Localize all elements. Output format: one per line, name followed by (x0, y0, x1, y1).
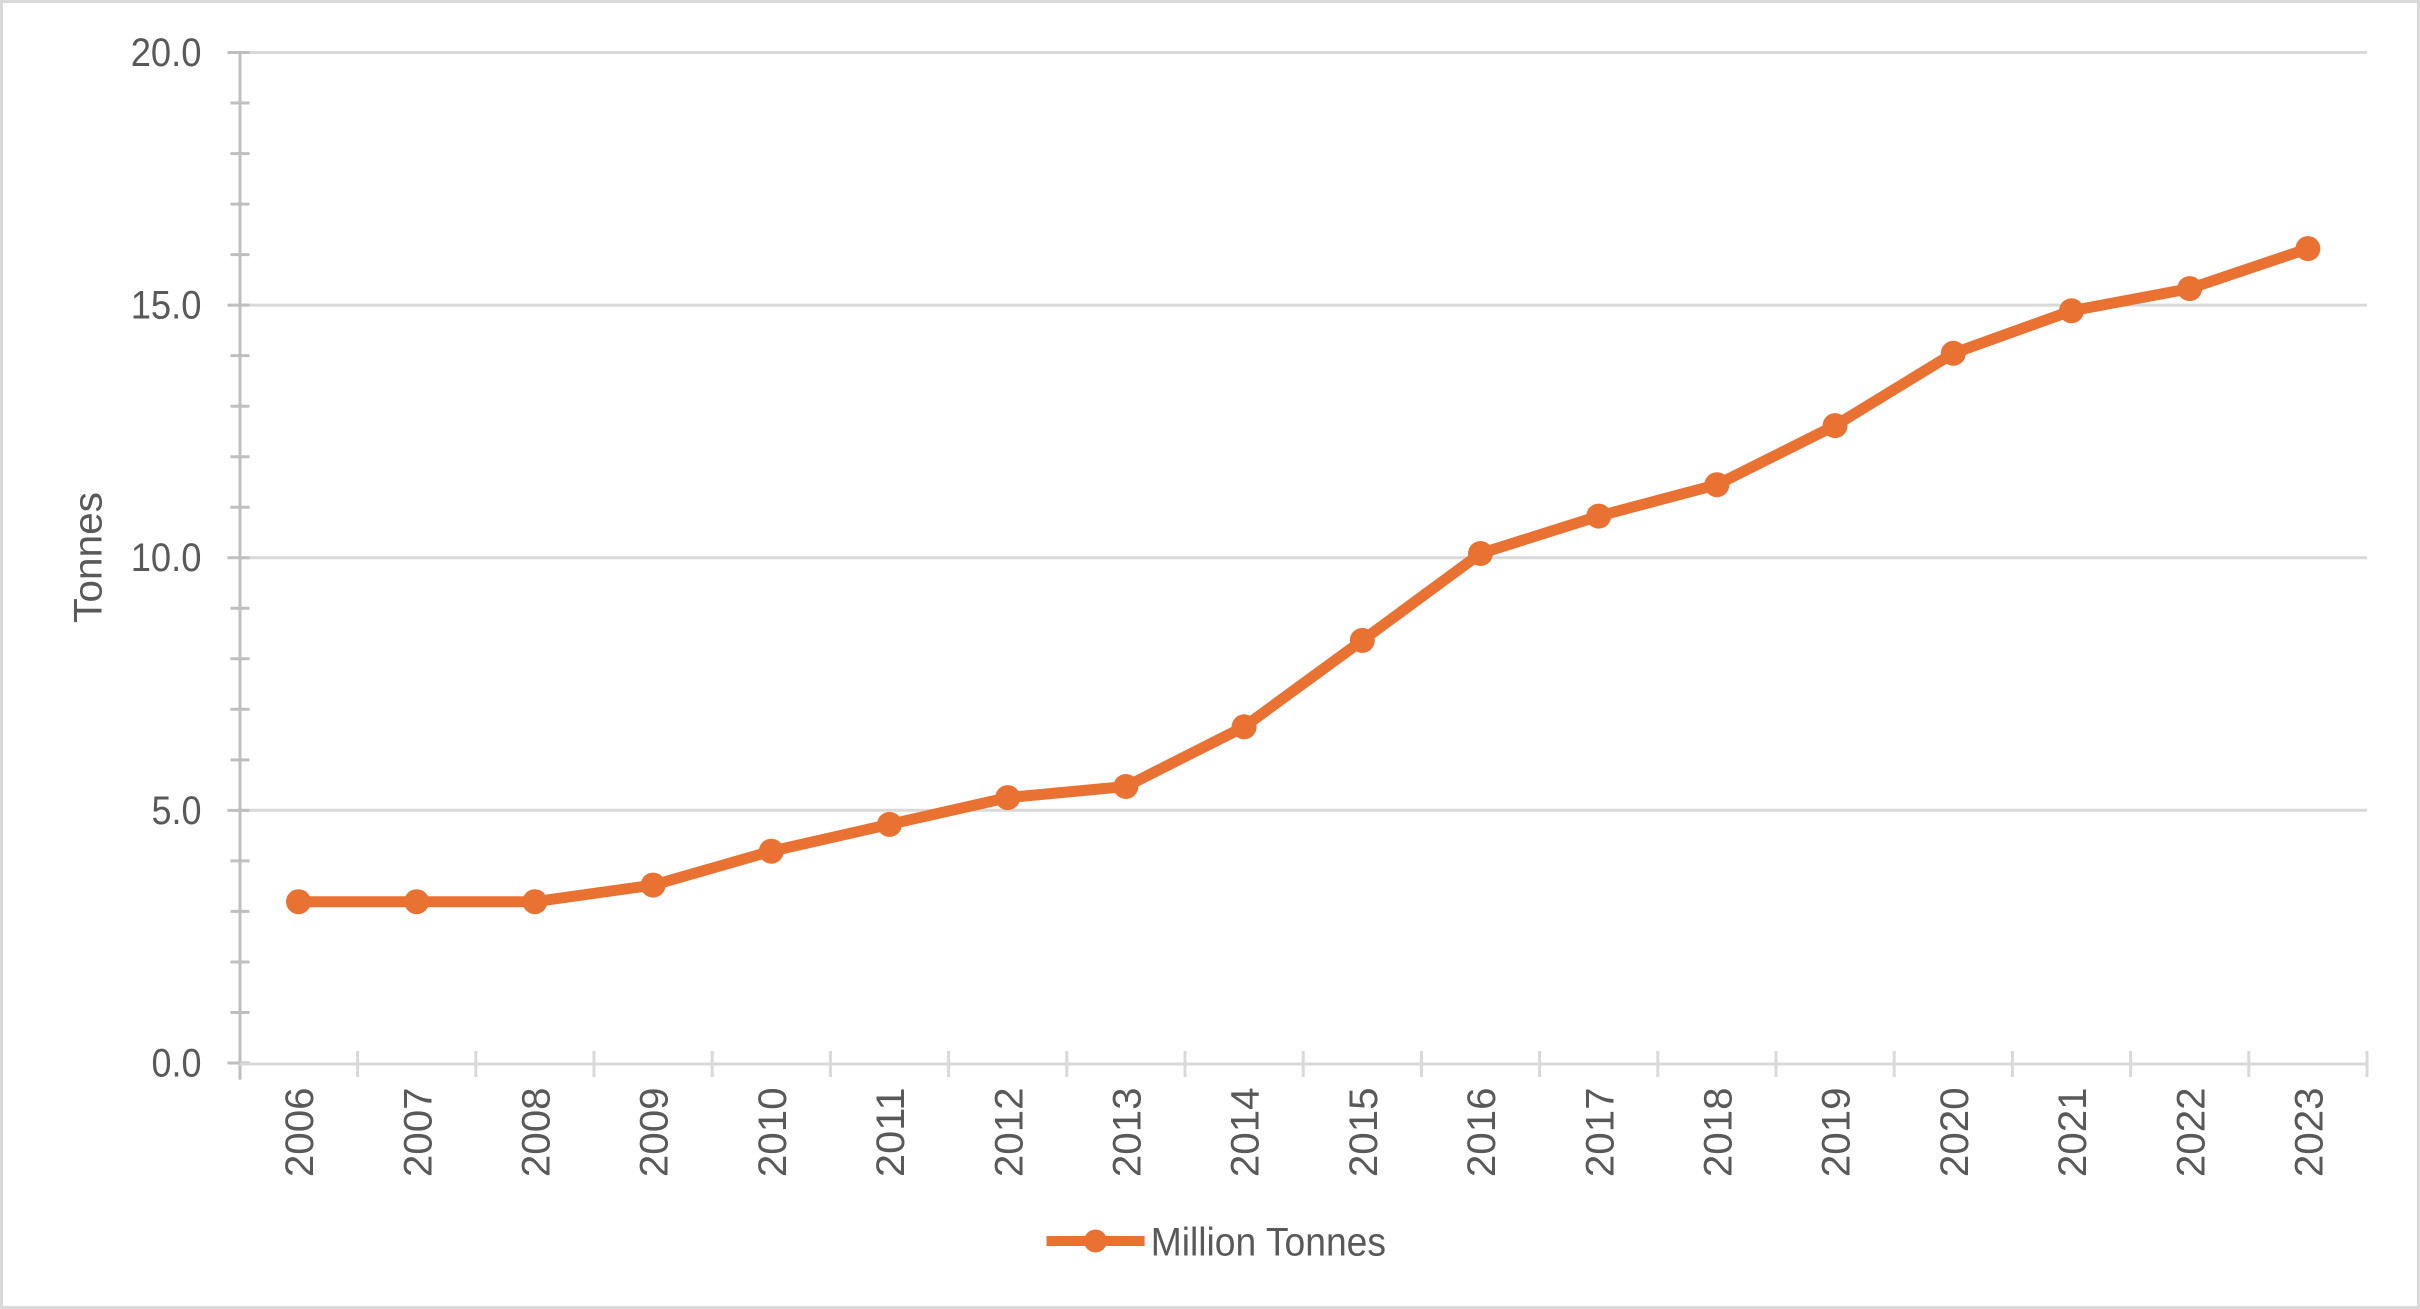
svg-text:2014: 2014 (1224, 1088, 1268, 1178)
svg-text:2015: 2015 (1342, 1088, 1386, 1178)
svg-text:2023: 2023 (2288, 1088, 2332, 1178)
svg-text:Tonnes: Tonnes (67, 492, 111, 623)
svg-text:5.0: 5.0 (152, 789, 202, 833)
svg-text:2017: 2017 (1578, 1088, 1622, 1178)
svg-text:2011: 2011 (869, 1088, 913, 1178)
svg-text:10.0: 10.0 (131, 536, 202, 580)
svg-text:2007: 2007 (396, 1088, 440, 1178)
svg-text:2019: 2019 (1815, 1088, 1859, 1178)
svg-text:2020: 2020 (1933, 1088, 1977, 1178)
svg-text:2009: 2009 (633, 1088, 677, 1178)
svg-text:0.0: 0.0 (152, 1042, 202, 1086)
svg-text:2010: 2010 (751, 1088, 795, 1178)
svg-text:2006: 2006 (278, 1088, 322, 1178)
svg-text:2018: 2018 (1697, 1088, 1741, 1178)
svg-text:2016: 2016 (1460, 1088, 1504, 1178)
svg-text:2012: 2012 (987, 1088, 1031, 1178)
svg-text:2022: 2022 (2169, 1088, 2213, 1178)
svg-text:15.0: 15.0 (131, 284, 202, 328)
svg-text:2008: 2008 (515, 1088, 559, 1178)
svg-text:2013: 2013 (1106, 1088, 1150, 1178)
svg-text:20.0: 20.0 (131, 31, 202, 75)
svg-text:2021: 2021 (2051, 1088, 2095, 1178)
svg-text:Million Tonnes: Million Tonnes (1151, 1220, 1386, 1264)
